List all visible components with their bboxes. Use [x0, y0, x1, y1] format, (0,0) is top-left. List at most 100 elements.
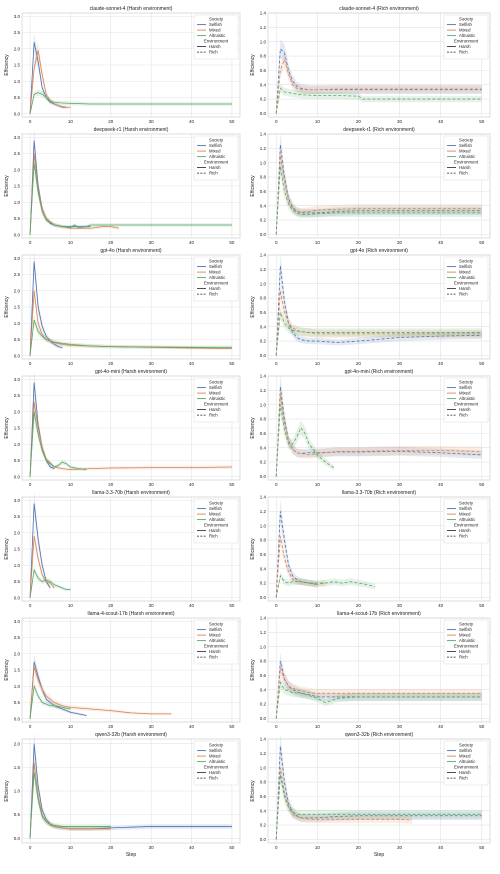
- altruistic-line: [275, 404, 335, 477]
- plot-frame: [267, 496, 491, 602]
- rich-legend-label: Rich: [209, 292, 218, 297]
- legend-title-environment: Environment: [204, 644, 229, 649]
- y-tick-label: 0.4: [260, 324, 267, 329]
- x-tick-label: 50: [479, 482, 485, 487]
- mixed-legend-label: Mixed: [209, 391, 221, 396]
- x-tick-label: 30: [397, 603, 403, 608]
- legend-title-environment: Environment: [204, 523, 229, 528]
- altruistic-legend-label: Altruistic: [459, 154, 476, 159]
- mixed-legend-label: Mixed: [459, 754, 471, 759]
- subplot-1: claude-sonnet-4 (Rich environment) 0 10 20 3…: [250, 6, 491, 124]
- legend-title-environment: Environment: [204, 160, 229, 165]
- altruistic-line: [29, 568, 71, 598]
- x-tick-label: 20: [356, 119, 362, 124]
- y-tick-label: 0.4: [260, 82, 267, 87]
- x-tick-label: 10: [68, 119, 74, 124]
- legend-title-environment: Environment: [454, 160, 479, 165]
- x-tick-label: 40: [438, 240, 444, 245]
- y-tick-label: 0.5: [14, 812, 21, 817]
- altruistic-band: [276, 676, 482, 720]
- y-tick-label: 0.5: [14, 216, 21, 221]
- y-tick-label: 0.0: [14, 111, 21, 116]
- y-tick-label: 0.4: [260, 566, 267, 571]
- legend: SocietySelfishMixedAltruisticEnvironment…: [193, 256, 239, 302]
- y-tick-label: 1.0: [260, 160, 267, 165]
- x-tick-label: 10: [68, 845, 74, 850]
- x-tick-label: 10: [315, 361, 321, 366]
- subplot-title: gpt-4o-mini (Harsh environment): [95, 369, 167, 375]
- rich-legend-label: Rich: [459, 50, 468, 55]
- mixed-legend-label: Mixed: [459, 391, 471, 396]
- y-tick-label: 0.6: [260, 673, 267, 678]
- y-tick-label: 1.0: [14, 563, 21, 568]
- x-tick-label: 40: [438, 724, 444, 729]
- x-tick-label: 30: [397, 119, 403, 124]
- mixed-band: [30, 143, 119, 236]
- x-tick-label: 0: [275, 845, 278, 850]
- plot-frame: [21, 617, 241, 723]
- y-tick-label: 1.0: [260, 402, 267, 407]
- mixed-legend-label: Mixed: [209, 270, 221, 275]
- y-tick-label: 0.0: [260, 353, 267, 358]
- y-tick-label: 0.8: [260, 538, 267, 543]
- x-tick-label: 10: [68, 240, 74, 245]
- rich-legend-label: Rich: [209, 655, 218, 660]
- x-tick-label: 0: [29, 845, 32, 850]
- selfish-line: [29, 503, 51, 598]
- y-tick-label: 1.5: [14, 184, 21, 189]
- y-axis-label: Efficiency: [250, 296, 256, 318]
- mixed-band: [276, 382, 482, 478]
- legend-title-environment: Environment: [454, 402, 479, 407]
- rich-legend-label: Rich: [459, 534, 468, 539]
- x-tick-label: 30: [149, 361, 155, 366]
- y-tick-label: 1.5: [14, 426, 21, 431]
- y-tick-label: 0.0: [260, 716, 267, 721]
- altruistic-line: [275, 166, 482, 235]
- altruistic-band: [276, 305, 482, 357]
- y-tick-label: 0.0: [260, 474, 267, 479]
- legend: SocietySelfishMixedAltruisticEnvironment…: [443, 498, 489, 544]
- y-tick-label: 1.5: [14, 765, 21, 770]
- y-tick-label: 2.0: [14, 409, 21, 414]
- x-tick-label: 20: [108, 240, 114, 245]
- y-tick-label: 2.0: [14, 530, 21, 535]
- plot-frame: [267, 12, 491, 118]
- y-tick-label: 1.4: [260, 737, 267, 742]
- selfish-legend-label: Selfish: [209, 748, 223, 753]
- x-axis-label: Step: [126, 852, 137, 858]
- subplot-title: claude-sonnet-4 (Harsh environment): [90, 6, 173, 12]
- mixed-line: [275, 536, 326, 598]
- legend-title-society: Society: [459, 259, 474, 264]
- mixed-line: [275, 58, 482, 114]
- legend-box: [443, 498, 489, 544]
- subplot-title: gpt-4o-mini (Rich environment): [345, 369, 414, 375]
- x-tick-label: 40: [189, 603, 195, 608]
- legend-title-environment: Environment: [454, 39, 479, 44]
- selfish-legend-label: Selfish: [209, 143, 223, 148]
- legend-title-environment: Environment: [204, 402, 229, 407]
- selfish-legend-label: Selfish: [459, 22, 473, 27]
- legend: SocietySelfishMixedAltruisticEnvironment…: [443, 619, 489, 665]
- altruistic-band: [276, 571, 375, 599]
- selfish-band: [30, 491, 51, 599]
- y-tick-label: 1.0: [14, 321, 21, 326]
- y-tick-label: 0.2: [260, 581, 267, 586]
- mixed-band: [30, 659, 172, 720]
- y-tick-label: 1.2: [260, 388, 267, 393]
- x-tick-label: 0: [29, 482, 32, 487]
- mixed-band: [276, 660, 482, 720]
- x-tick-label: 0: [29, 240, 32, 245]
- altruistic-line: [275, 312, 482, 356]
- y-tick-label: 1.4: [260, 253, 267, 258]
- y-tick-label: 0.4: [260, 445, 267, 450]
- y-tick-label: 2.0: [14, 167, 21, 172]
- x-tick-label: 50: [229, 240, 235, 245]
- legend: SocietySelfishMixedAltruisticEnvironment…: [193, 135, 239, 181]
- altruistic-legend-label: Altruistic: [209, 396, 226, 401]
- y-tick-label: 3.0: [14, 498, 21, 503]
- y-tick-label: 1.0: [260, 281, 267, 286]
- harsh-legend-label: Harsh: [209, 286, 221, 291]
- legend-box: [193, 14, 239, 60]
- legend: SocietySelfishMixedAltruisticEnvironment…: [443, 740, 489, 786]
- rich-legend-label: Rich: [209, 776, 218, 781]
